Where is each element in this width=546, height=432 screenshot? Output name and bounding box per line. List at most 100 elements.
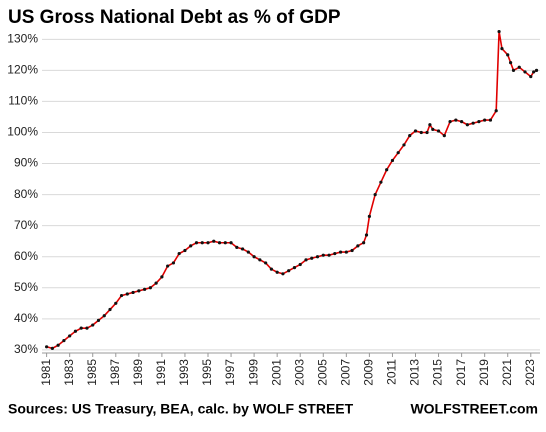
y-tick-label: 30% — [14, 342, 38, 356]
data-point — [189, 244, 193, 248]
data-point — [264, 261, 268, 265]
data-point — [166, 264, 170, 268]
x-tick-label: 2007 — [339, 359, 353, 386]
data-point — [523, 70, 527, 74]
data-point — [517, 65, 521, 69]
x-tick-label: 2009 — [362, 359, 376, 386]
data-point — [362, 241, 366, 245]
data-point — [148, 286, 152, 290]
data-point — [506, 53, 510, 57]
data-point — [373, 193, 377, 197]
data-point — [154, 281, 158, 285]
data-point — [298, 262, 302, 267]
x-tick-label: 1997 — [223, 359, 237, 386]
data-point — [240, 247, 245, 251]
data-point — [73, 329, 78, 333]
x-tick-label: 2005 — [315, 359, 329, 386]
data-point — [102, 314, 106, 318]
data-point — [364, 233, 369, 237]
y-tick-label: 80% — [14, 187, 38, 201]
data-point — [79, 326, 83, 330]
data-point — [529, 74, 533, 79]
data-point — [350, 248, 354, 253]
data-point — [194, 241, 199, 245]
data-point — [96, 318, 101, 322]
data-point — [534, 68, 539, 72]
data-point — [488, 118, 493, 122]
data-point — [183, 248, 187, 253]
y-tick-label: 90% — [14, 156, 38, 170]
data-point — [367, 214, 371, 218]
data-point — [62, 338, 66, 343]
x-tick-label: 2011 — [385, 359, 399, 385]
data-point — [333, 252, 337, 256]
data-point — [310, 256, 314, 260]
y-tick-label: 110% — [8, 94, 38, 108]
data-point — [338, 250, 343, 254]
data-point — [385, 168, 389, 172]
chart-title: US Gross National Debt as % of GDP — [8, 7, 341, 28]
data-point — [471, 121, 475, 125]
data-point — [131, 290, 135, 295]
data-point — [396, 151, 400, 155]
data-line — [46, 31, 537, 350]
data-point — [477, 120, 481, 124]
data-point — [460, 120, 464, 124]
x-tick-label: 2003 — [292, 359, 306, 386]
x-tick-label: 2015 — [431, 359, 445, 386]
y-tick-label: 50% — [14, 280, 38, 294]
data-point — [436, 129, 441, 133]
data-point — [275, 270, 279, 274]
data-point — [315, 255, 320, 259]
x-tick-label: 1985 — [85, 359, 99, 386]
data-point — [304, 258, 308, 262]
y-tick-label: 100% — [7, 125, 38, 139]
data-point — [428, 123, 432, 127]
source-note: Sources: US Treasury, BEA, calc. by WOLF… — [8, 401, 354, 417]
data-point — [85, 326, 89, 330]
x-tick-label: 1983 — [62, 359, 76, 386]
credit: WOLFSTREET.com — [410, 401, 538, 417]
data-point — [235, 245, 239, 250]
data-point — [356, 244, 360, 248]
x-tick-label: 1993 — [177, 359, 191, 386]
data-point — [448, 120, 452, 124]
x-tick-label: 2013 — [408, 359, 422, 386]
y-tick-label: 120% — [7, 63, 38, 77]
data-point — [454, 118, 458, 122]
data-point — [258, 258, 262, 262]
data-point — [217, 241, 222, 245]
x-tick-label: 1981 — [39, 359, 53, 386]
data-point — [125, 292, 129, 296]
data-point — [137, 289, 141, 293]
data-point — [483, 118, 487, 122]
data-point — [223, 241, 227, 245]
data-point — [497, 29, 501, 34]
data-point — [68, 334, 72, 338]
data-point — [200, 241, 204, 245]
data-point — [413, 129, 418, 133]
y-tick-label: 60% — [14, 249, 38, 263]
data-point — [402, 143, 406, 147]
data-point — [212, 239, 216, 243]
x-tick-label: 1999 — [246, 359, 260, 386]
data-point — [160, 275, 164, 279]
data-point — [379, 180, 383, 184]
x-tick-label: 1989 — [131, 359, 145, 386]
data-point — [56, 343, 60, 347]
x-tick-label: 2019 — [477, 359, 491, 386]
y-tick-label: 70% — [14, 218, 38, 232]
data-point — [511, 68, 516, 72]
data-point — [494, 109, 498, 113]
data-point — [177, 252, 181, 256]
data-point — [442, 133, 446, 138]
data-point — [50, 346, 54, 350]
data-point — [114, 301, 118, 305]
data-point — [425, 130, 429, 135]
x-tick-label: 1995 — [200, 359, 214, 386]
data-point — [45, 345, 49, 349]
data-point — [465, 123, 469, 127]
x-tick-label: 2023 — [523, 359, 537, 386]
data-point — [344, 250, 348, 254]
